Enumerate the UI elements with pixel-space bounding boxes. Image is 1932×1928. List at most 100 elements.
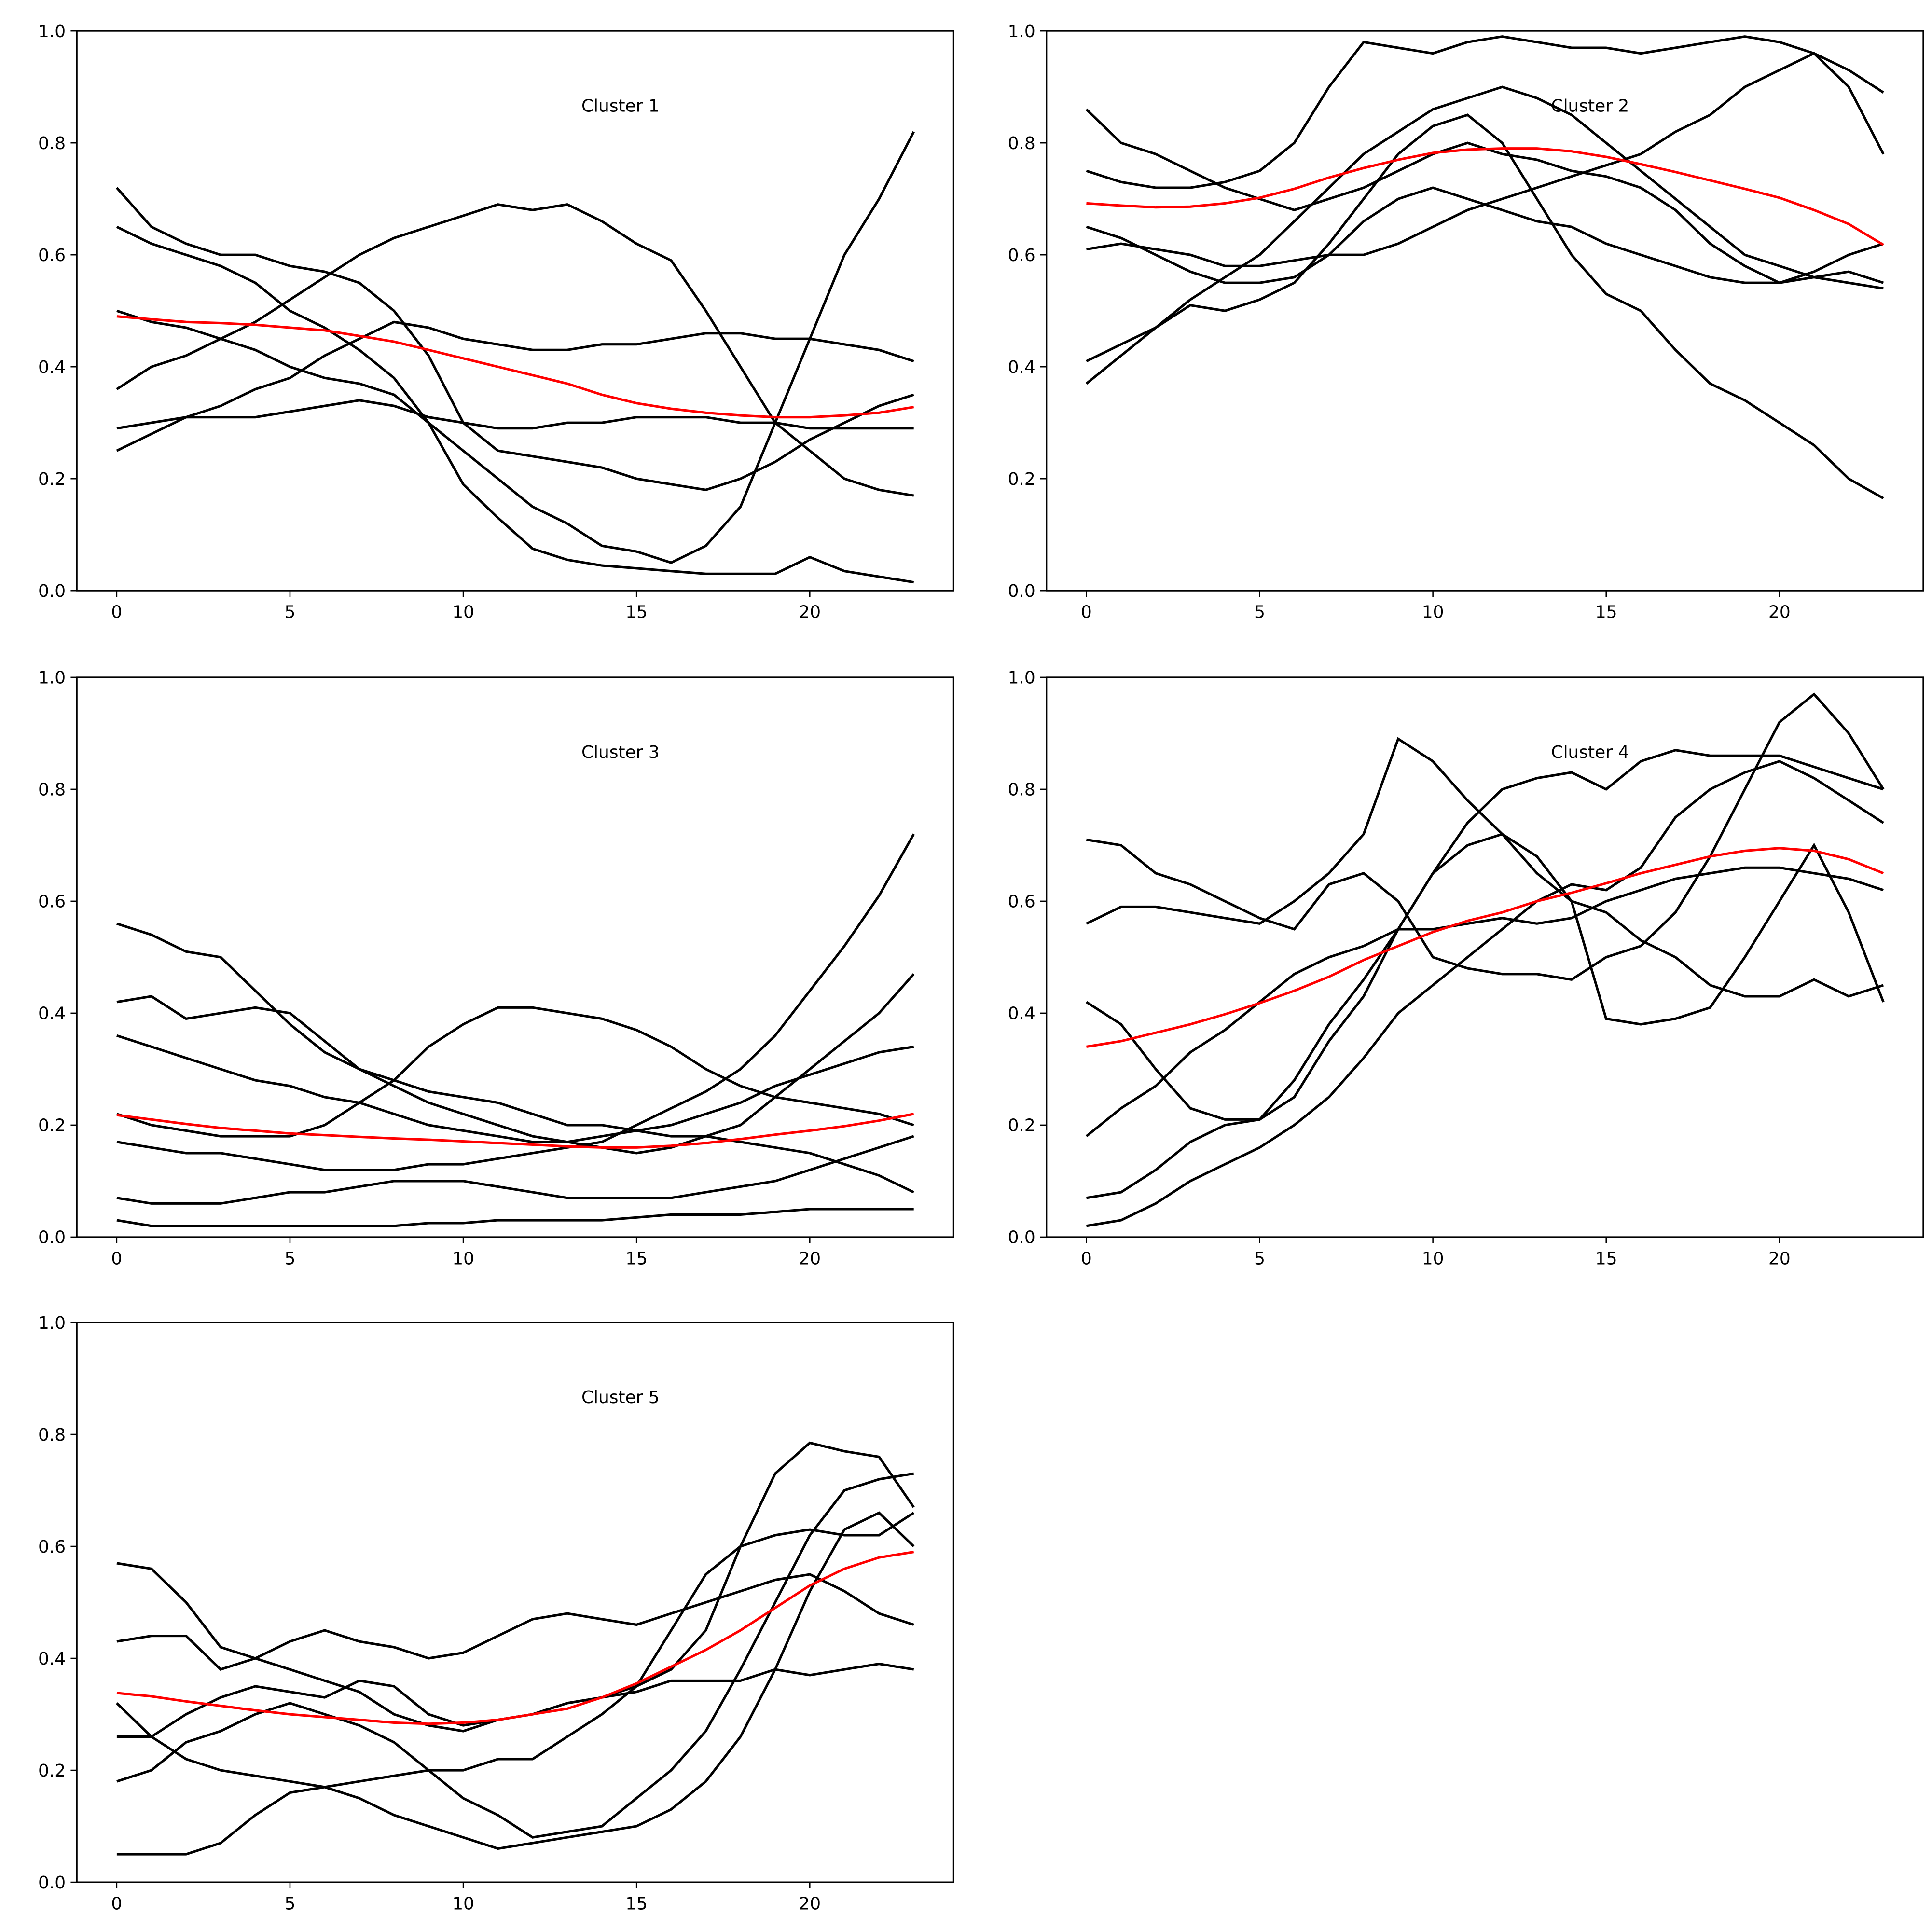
x-tick-label: 5: [285, 1894, 296, 1914]
y-tick-label: 0.8: [38, 1425, 66, 1445]
x-tick-label: 20: [799, 1249, 821, 1268]
x-tick-label: 0: [1081, 603, 1092, 622]
series-line: [116, 1573, 914, 1671]
y-tick-label: 0.2: [38, 1116, 66, 1136]
x-tick-label: 5: [1254, 603, 1265, 622]
x-tick-label: 20: [1768, 603, 1791, 622]
y-tick-label: 0.2: [38, 469, 66, 489]
series-line: [116, 225, 914, 584]
series-line: [116, 1034, 914, 1143]
mean-line: [1086, 847, 1884, 1048]
series-line: [1086, 737, 1884, 998]
axes-frame: [76, 676, 954, 1238]
subplot-cluster-5: 0 5 10 15 20 0.0 0.2 0.4 0.6 0.8 1.0 Cluster 5: [38, 1313, 954, 1914]
series-line: [1085, 108, 1884, 284]
x-tick-label: 10: [452, 1894, 474, 1914]
y-tick-label: 0.0: [38, 1228, 66, 1248]
y-tick-label: 0.2: [1008, 469, 1035, 489]
series-line: [115, 187, 914, 491]
y-tick-label: 0.8: [1008, 134, 1035, 153]
y-tick-label: 1.0: [1008, 22, 1035, 41]
x-tick-label: 0: [111, 1249, 122, 1268]
series-line: [1086, 113, 1884, 499]
y-tick-label: 1.0: [38, 1313, 66, 1333]
series-line: [116, 1511, 915, 1850]
x-tick-label: 10: [452, 1249, 474, 1268]
y-tick-label: 0.6: [38, 246, 66, 265]
series-line: [116, 1441, 915, 1733]
y-tick-label: 0.2: [38, 1761, 66, 1781]
mean-line: [116, 315, 914, 419]
cluster-title: Cluster 1: [581, 96, 660, 116]
cluster-title: Cluster 5: [581, 1388, 660, 1407]
axes-frame: [76, 30, 954, 592]
series-line: [116, 320, 914, 452]
subplot-cluster-3: 0 5 10 15 20 0.0 0.2 0.4 0.6 0.8 1.0 Cluster 3: [38, 668, 954, 1268]
x-tick-label: 5: [1254, 1249, 1265, 1268]
y-tick-label: 0.6: [1008, 892, 1035, 912]
y-tick-label: 0.0: [38, 581, 66, 601]
y-tick-label: 0.4: [38, 358, 66, 377]
series-line: [1086, 749, 1884, 1199]
y-tick-label: 0.0: [38, 1873, 66, 1893]
x-tick-label: 5: [285, 603, 296, 622]
y-tick-label: 0.6: [38, 892, 66, 912]
y-tick-label: 0.8: [38, 780, 66, 800]
x-tick-label: 15: [625, 603, 648, 622]
y-tick-label: 1.0: [38, 22, 66, 41]
y-tick-label: 0.8: [1008, 780, 1035, 800]
series-line: [116, 1006, 914, 1138]
series-line: [116, 131, 915, 564]
x-tick-label: 15: [625, 1249, 648, 1268]
x-tick-label: 0: [1081, 1249, 1092, 1268]
cluster-title: Cluster 3: [581, 743, 660, 762]
x-tick-label: 20: [799, 1894, 821, 1914]
x-tick-label: 5: [285, 1249, 296, 1268]
x-tick-label: 20: [1768, 1249, 1791, 1268]
series-line: [1086, 52, 1885, 267]
series-line: [116, 1662, 914, 1738]
series-line: [116, 1512, 915, 1856]
series-line: [116, 1135, 914, 1205]
series-line: [1086, 692, 1885, 981]
subplot-cluster-1: 0 5 10 15 20 0.0 0.2 0.4 0.6 0.8 1.0 Cluster 1: [38, 22, 954, 622]
x-tick-label: 15: [1595, 603, 1617, 622]
y-tick-label: 1.0: [38, 668, 66, 688]
x-tick-label: 15: [625, 1894, 648, 1914]
y-tick-label: 0.6: [1008, 246, 1035, 265]
series-line: [1086, 832, 1885, 1121]
cluster-title: Cluster 2: [1551, 96, 1629, 116]
series-line: [116, 1472, 914, 1839]
y-tick-label: 0.4: [38, 1004, 66, 1024]
subplot-cluster-2: 0 5 10 15 20 0.0 0.2 0.4 0.6 0.8 1.0 Cluster 2: [1008, 22, 1924, 622]
x-tick-label: 10: [1422, 1249, 1444, 1268]
x-tick-label: 10: [1422, 603, 1444, 622]
series-line: [1085, 866, 1884, 1137]
mean-line: [116, 1551, 914, 1725]
x-tick-label: 0: [111, 603, 122, 622]
x-tick-label: 10: [452, 603, 474, 622]
axes-frame: [1046, 676, 1924, 1238]
y-tick-label: 0.0: [1008, 581, 1035, 601]
series-line: [116, 399, 914, 430]
mean-line: [116, 1113, 914, 1149]
y-tick-label: 0.4: [1008, 358, 1035, 377]
y-tick-label: 1.0: [1008, 668, 1035, 688]
cluster-title: Cluster 4: [1551, 743, 1629, 762]
series-line: [116, 973, 915, 1155]
y-tick-label: 0.0: [1008, 1228, 1035, 1248]
x-tick-label: 20: [799, 603, 821, 622]
y-tick-label: 0.6: [38, 1537, 66, 1557]
series-line: [116, 922, 914, 1194]
series-line: [1086, 186, 1884, 284]
y-tick-label: 0.4: [1008, 1004, 1035, 1024]
series-line: [1085, 85, 1884, 385]
series-line: [1086, 760, 1884, 1227]
x-tick-label: 15: [1595, 1249, 1617, 1268]
series-line: [1086, 35, 1884, 189]
x-tick-label: 0: [111, 1894, 122, 1914]
axes-frame: [1046, 30, 1924, 592]
y-tick-label: 0.2: [1008, 1116, 1035, 1136]
series-line: [116, 1208, 914, 1227]
